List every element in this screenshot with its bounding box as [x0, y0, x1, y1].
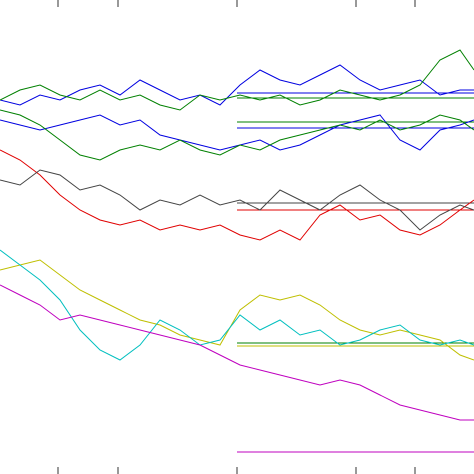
series-line [0, 114, 474, 151]
series-line [0, 259, 474, 361]
series-line [0, 64, 474, 106]
series-line [0, 249, 474, 361]
series-line [0, 109, 474, 161]
series-line [0, 284, 474, 421]
series-line [0, 169, 474, 231]
series-line [0, 49, 474, 111]
series-line [0, 149, 474, 241]
